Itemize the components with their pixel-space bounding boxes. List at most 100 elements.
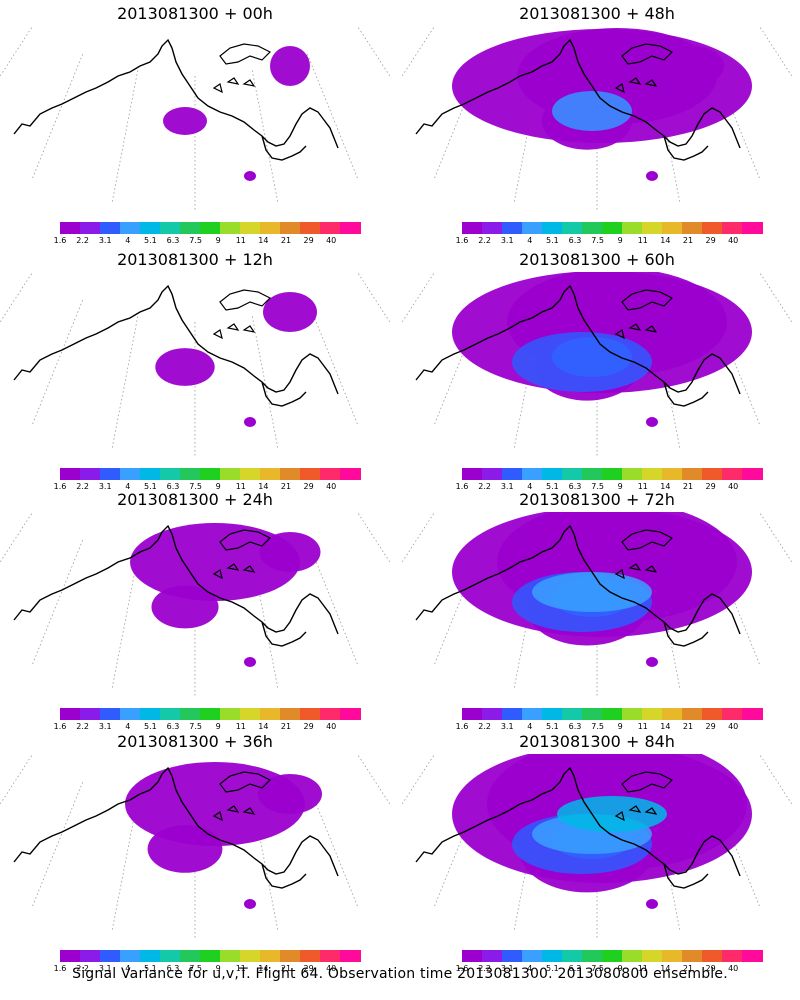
- colorbar-label: 6.3: [166, 482, 180, 491]
- colorbar-swatch: [340, 708, 361, 720]
- colorbar-swatch: [682, 222, 703, 234]
- colorbar-swatch: [482, 708, 503, 720]
- colorbar-swatch: [742, 222, 763, 234]
- colorbar-label: 11: [637, 722, 648, 731]
- colorbar-label: 2.2: [76, 722, 89, 731]
- colorbar-swatch: [702, 222, 723, 234]
- map-panel: 2013081300 + 84h 1.6 2.2 3.1 4 5.1 6.3 7.5 9 11 14…: [402, 728, 792, 976]
- signal-field: [155, 292, 317, 427]
- colorbar-label: 4: [527, 964, 533, 973]
- colorbar-swatch: [722, 468, 743, 480]
- colorbar-swatch: [300, 222, 321, 234]
- colorbar-label: 21: [682, 964, 694, 973]
- colorbar-swatch: [140, 950, 161, 962]
- colorbar-label: 29: [705, 482, 716, 491]
- colorbar-label: 11: [235, 236, 246, 245]
- colorbar-label: 6.3: [166, 236, 180, 245]
- colorbar-swatch: [642, 468, 663, 480]
- colorbar-label: 1.6: [53, 722, 67, 731]
- colorbar-label: 6.3: [166, 964, 180, 973]
- colorbar-swatch: [622, 708, 643, 720]
- colorbar-label: 14: [660, 964, 671, 973]
- colorbar-label: 11: [235, 482, 246, 491]
- colorbar-swatch: [320, 950, 341, 962]
- colorbar-swatch: [140, 468, 161, 480]
- colorbar-label: 4: [527, 722, 533, 731]
- colorbar-label: 6.3: [568, 722, 582, 731]
- colorbar-swatch: [582, 468, 603, 480]
- colorbar-swatch: [260, 708, 281, 720]
- colorbar-swatch: [542, 708, 563, 720]
- colorbar-swatch: [120, 468, 141, 480]
- colorbar-label: 4: [125, 236, 131, 245]
- colorbar-swatch: [622, 950, 643, 962]
- colorbar-label: 6.3: [166, 722, 180, 731]
- colorbar-label: 29: [303, 964, 314, 973]
- colorbar-label: 40: [326, 482, 337, 491]
- colorbar-label: 4: [527, 482, 533, 491]
- colorbar-swatch: [662, 950, 683, 962]
- colorbar-swatch: [742, 708, 763, 720]
- colorbar-label: 3.1: [98, 236, 112, 245]
- colorbar-label: 2.2: [478, 482, 491, 491]
- colorbar-label: 21: [682, 482, 694, 491]
- colorbar-label: 14: [258, 236, 269, 245]
- panel-title: 2013081300 + 24h: [117, 490, 273, 509]
- polar-map: [402, 754, 792, 939]
- signal-field: [125, 762, 322, 909]
- signal-field: [452, 28, 752, 181]
- panel-title: 2013081300 + 72h: [519, 490, 675, 509]
- colorbar-swatch: [542, 468, 563, 480]
- colorbar-label: 11: [235, 722, 246, 731]
- colorbar-swatch: [522, 468, 543, 480]
- colorbar-swatch: [542, 950, 563, 962]
- colorbar-label: 3.1: [98, 722, 112, 731]
- colorbar-label: 7.5: [189, 964, 202, 973]
- colorbar-swatch: [280, 222, 301, 234]
- colorbar-swatch: [682, 950, 703, 962]
- colorbar-label: 1.6: [53, 964, 67, 973]
- colorbar-swatch: [320, 222, 341, 234]
- colorbar-label: 5.1: [546, 722, 559, 731]
- colorbar-swatch: [582, 950, 603, 962]
- colorbar-swatch: [522, 222, 543, 234]
- colorbar-label: 9: [617, 236, 623, 245]
- map-panel: 2013081300 + 00h 1.6 2.2 3.1 4 5.1 6.3 7.5 9 11 14…: [0, 0, 390, 248]
- colorbar-label: 29: [303, 482, 314, 491]
- colorbar-label: 9: [617, 482, 623, 491]
- colorbar-labels: 1.6 2.2 3.1 4 5.1 6.3 7.5 9 11 14 21 29 40: [52, 964, 372, 976]
- colorbar-swatch: [340, 950, 361, 962]
- signal-field: [163, 46, 310, 181]
- colorbar-label: 4: [125, 964, 131, 973]
- colorbar-labels: 1.6 2.2 3.1 4 5.1 6.3 7.5 9 11 14 21 29 40: [52, 236, 372, 248]
- colorbar-label: 21: [280, 722, 292, 731]
- colorbar-swatch: [502, 222, 523, 234]
- colorbar-label: 9: [617, 722, 623, 731]
- colorbar-label: 1.6: [53, 482, 67, 491]
- colorbar-swatch: [240, 708, 261, 720]
- colorbar: [60, 950, 361, 962]
- colorbar-swatch: [462, 708, 483, 720]
- colorbar-swatch: [682, 708, 703, 720]
- colorbar-swatch: [300, 468, 321, 480]
- colorbar-label: 5.1: [144, 236, 157, 245]
- colorbar-label: 40: [728, 482, 739, 491]
- colorbar: [60, 468, 361, 480]
- colorbar-swatch: [120, 708, 141, 720]
- colorbar-label: 40: [326, 236, 337, 245]
- colorbar-swatch: [722, 222, 743, 234]
- colorbar-swatch: [80, 708, 101, 720]
- colorbar-swatch: [140, 222, 161, 234]
- map-panel: 2013081300 + 72h 1.6 2.2 3.1 4 5.1 6.3 7.5 9 11 14…: [402, 486, 792, 734]
- panel-title: 2013081300 + 60h: [519, 250, 675, 269]
- colorbar-swatch: [562, 950, 583, 962]
- colorbar-swatch: [522, 950, 543, 962]
- polar-map: [0, 27, 390, 211]
- colorbar-swatch: [582, 708, 603, 720]
- colorbar-label: 5.1: [144, 482, 157, 491]
- colorbar-swatch: [80, 468, 101, 480]
- colorbar-label: 11: [235, 964, 246, 973]
- colorbar-swatch: [60, 708, 81, 720]
- map-panel: 2013081300 + 12h 1.6 2.2 3.1 4 5.1 6.3 7.5 9 11 14…: [0, 246, 390, 494]
- colorbar-label: 3.1: [98, 482, 112, 491]
